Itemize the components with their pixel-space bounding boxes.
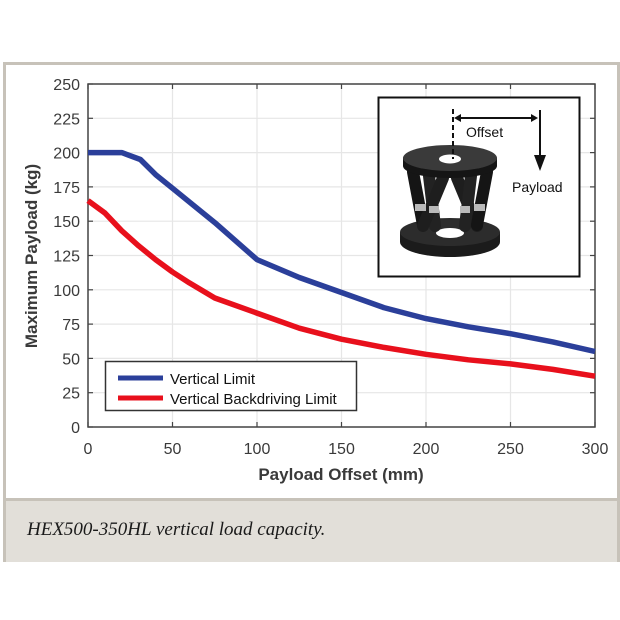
caption-bar: HEX500-350HL vertical load capacity. — [6, 498, 617, 562]
offset-arrow-left-icon — [454, 114, 461, 122]
series-line-0 — [88, 149, 596, 355]
load-capacity-chart: 0 25 50 75 100 125 150 175 200 225 250 0 50 100 150 20… — [22, 77, 609, 484]
y-tick-label: 175 — [53, 180, 80, 197]
y-tick-label: 125 — [53, 249, 80, 266]
figure-frame: 0 25 50 75 100 125 150 175 200 225 250 0 50 100 150 20… — [3, 62, 620, 562]
offset-arrow-right-icon — [531, 114, 538, 122]
y-axis-ticks: 0 25 50 75 100 125 150 175 200 225 250 — [53, 77, 595, 437]
y-tick-label: 0 — [71, 420, 80, 437]
legend-label-backdriving-limit: Vertical Backdriving Limit — [170, 391, 338, 408]
series-line-1 — [86, 198, 596, 379]
inset-offset-label: Offset — [466, 124, 503, 140]
figure-caption: HEX500-350HL vertical load capacity. — [27, 519, 326, 540]
payload-arrow-down-icon — [534, 155, 546, 171]
inset-payload-label: Payload — [512, 179, 563, 195]
y-tick-label: 75 — [62, 317, 80, 334]
y-tick-label: 25 — [62, 386, 80, 403]
y-tick-label: 100 — [53, 283, 80, 300]
inset-diagram: Offset Payload — [377, 96, 581, 278]
x-axis-label: Payload Offset (mm) — [258, 465, 423, 484]
legend: Vertical Limit Vertical Backdriving Limi… — [104, 360, 358, 412]
legend-label-vertical-limit: Vertical Limit — [170, 371, 256, 388]
y-tick-label: 225 — [53, 111, 80, 128]
x-axis-ticks: 0 50 100 150 200 250 300 — [84, 84, 609, 458]
y-axis-label: Maximum Payload (kg) — [22, 164, 41, 348]
x-tick-label: 100 — [244, 441, 271, 458]
y-tick-label: 50 — [62, 351, 80, 368]
series-lines — [86, 149, 596, 379]
y-tick-label: 250 — [53, 77, 80, 94]
x-tick-label: 50 — [164, 441, 182, 458]
hexapod-image — [400, 145, 500, 257]
x-tick-label: 300 — [582, 441, 609, 458]
x-tick-label: 0 — [84, 441, 93, 458]
x-tick-label: 200 — [413, 441, 440, 458]
y-tick-label: 150 — [53, 214, 80, 231]
y-tick-label: 200 — [53, 146, 80, 163]
x-tick-label: 250 — [497, 441, 524, 458]
x-tick-label: 150 — [328, 441, 355, 458]
